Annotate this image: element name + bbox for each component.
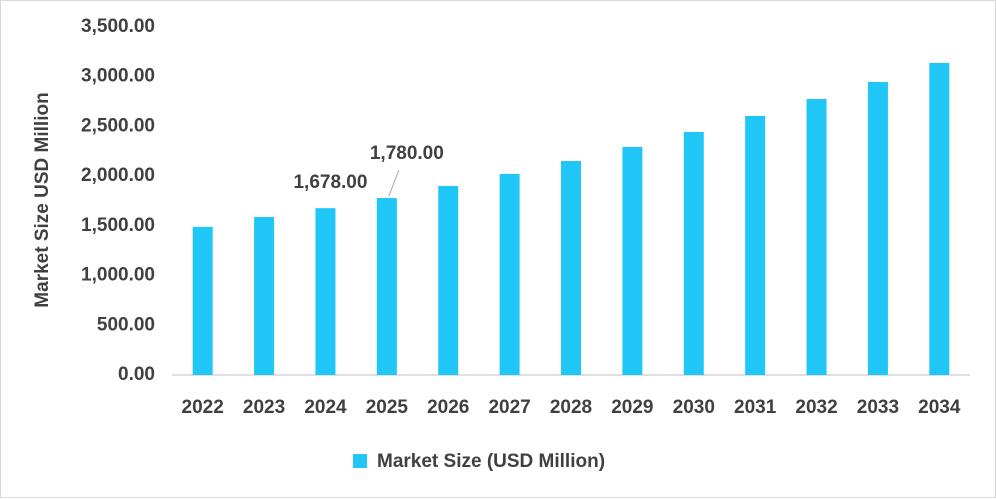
data-label: 1,678.00 bbox=[293, 172, 367, 193]
x-tick-label: 2022 bbox=[182, 397, 224, 418]
y-tick-label: 3,500.00 bbox=[81, 16, 155, 37]
x-tick-label: 2028 bbox=[550, 397, 592, 418]
y-tick-label: 2,500.00 bbox=[81, 115, 155, 136]
y-tick-label: 3,000.00 bbox=[81, 66, 155, 87]
x-tick-label: 2025 bbox=[366, 397, 409, 418]
x-tick-label: 2029 bbox=[611, 397, 653, 418]
bar bbox=[499, 173, 520, 375]
legend-swatch bbox=[353, 454, 367, 468]
bar bbox=[376, 198, 397, 375]
x-tick-label: 2030 bbox=[673, 397, 715, 418]
bar bbox=[438, 185, 459, 375]
bar bbox=[683, 131, 704, 375]
bar bbox=[561, 161, 581, 375]
x-tick-label: 2027 bbox=[488, 397, 530, 418]
y-tick-label: 1,000.00 bbox=[81, 265, 155, 286]
data-label: 1,780.00 bbox=[370, 143, 444, 164]
bar bbox=[929, 62, 950, 376]
x-tick-label: 2023 bbox=[243, 397, 285, 418]
x-tick-label: 2032 bbox=[795, 397, 837, 418]
x-tick-label: 2034 bbox=[918, 397, 961, 418]
x-tick-label: 2026 bbox=[427, 397, 469, 418]
y-tick-label: 500.00 bbox=[97, 314, 155, 335]
y-tick-label: 1,500.00 bbox=[81, 215, 155, 236]
bar bbox=[192, 226, 213, 375]
bar bbox=[622, 147, 643, 375]
bar bbox=[315, 208, 336, 375]
leader-line bbox=[388, 169, 400, 197]
y-tick-label: 0.00 bbox=[118, 364, 155, 385]
bar bbox=[806, 98, 827, 376]
bar bbox=[254, 217, 275, 375]
y-tick-label: 2,000.00 bbox=[81, 165, 155, 186]
bar bbox=[867, 81, 888, 375]
y-axis-title: Market Size USD Million bbox=[32, 92, 53, 307]
x-tick-label: 2031 bbox=[734, 397, 777, 418]
x-tick-label: 2033 bbox=[857, 397, 899, 418]
x-tick-label: 2024 bbox=[304, 397, 347, 418]
legend-label: Market Size (USD Million) bbox=[377, 451, 605, 472]
bar bbox=[745, 115, 766, 375]
